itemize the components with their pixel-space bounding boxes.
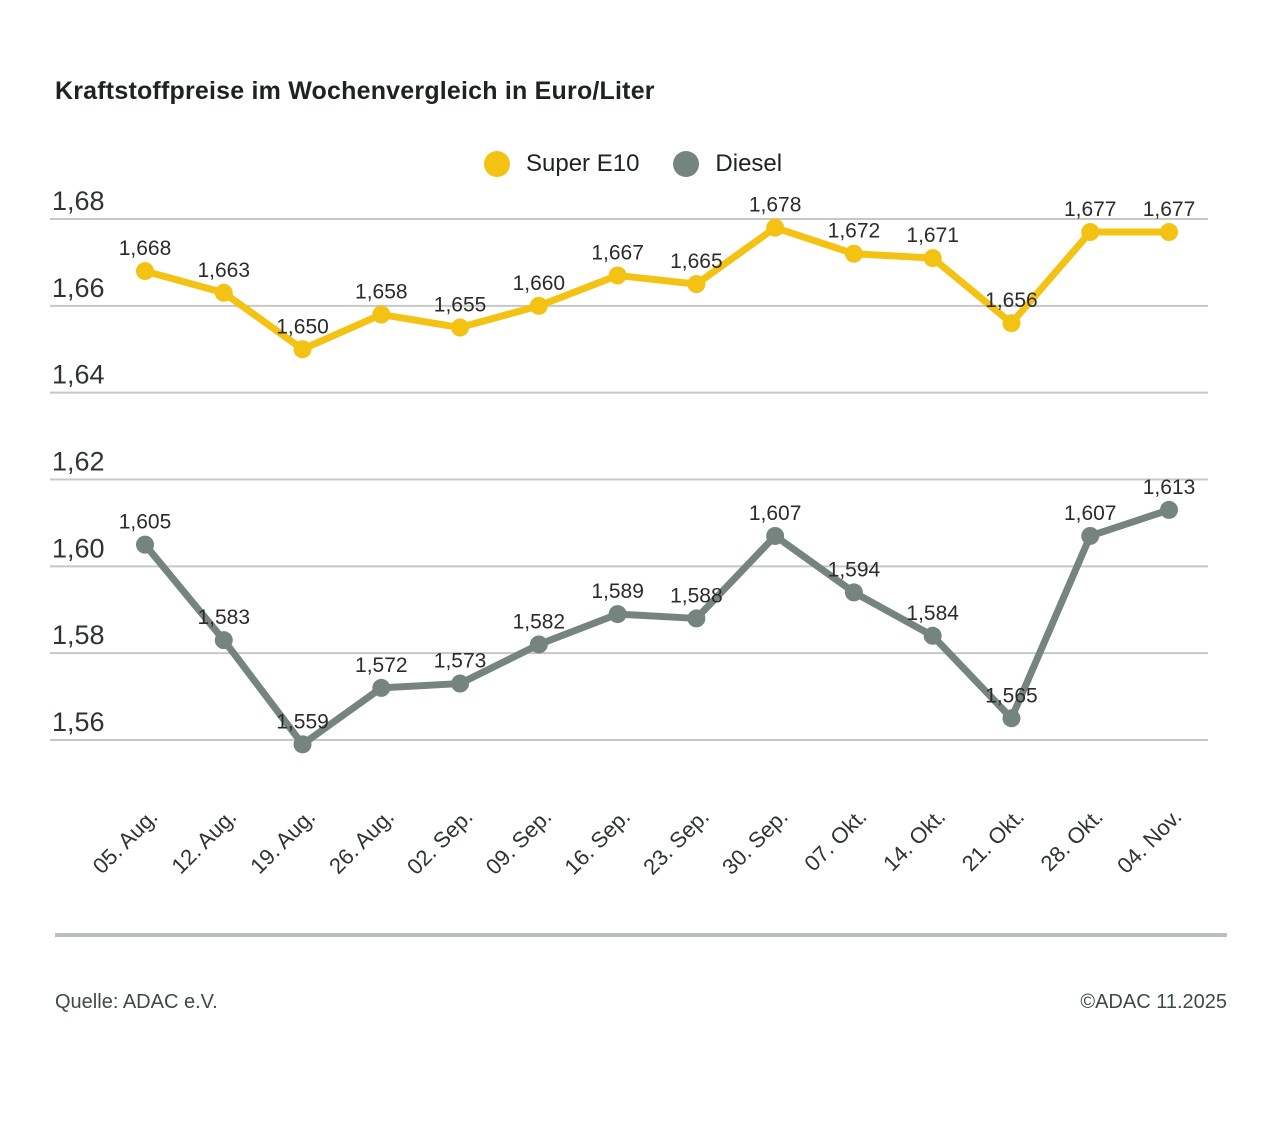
data-point-super-e10 (687, 275, 706, 294)
data-point-label: 1,663 (197, 259, 250, 282)
series-line-diesel (141, 506, 1173, 748)
x-tick-label: 14. Okt. (878, 804, 950, 876)
data-point-label: 1,677 (1143, 198, 1196, 221)
data-point-label: 1,650 (276, 315, 329, 338)
data-point-label: 1,588 (670, 584, 723, 607)
x-tick-label: 16. Sep. (560, 804, 636, 880)
data-point-super-e10 (608, 266, 627, 285)
data-point-diesel (923, 626, 942, 645)
x-tick-label: 28. Okt. (1036, 804, 1108, 876)
data-point-label: 1,583 (197, 606, 250, 629)
data-point-label: 1,668 (119, 237, 172, 260)
data-point-label: 1,677 (1064, 198, 1117, 221)
data-point-super-e10 (293, 340, 312, 359)
data-point-diesel (608, 605, 627, 624)
data-point-label: 1,584 (906, 602, 959, 625)
data-point-label: 1,660 (513, 272, 566, 295)
data-point-label: 1,573 (434, 650, 487, 673)
data-point-super-e10 (1081, 223, 1100, 242)
data-point-label: 1,667 (591, 241, 644, 264)
y-tick-label: 1,60 (52, 533, 105, 563)
legend-label-super-e10: Super E10 (526, 150, 640, 177)
y-tick-label: 1,68 (52, 186, 105, 216)
data-point-label: 1,672 (828, 220, 881, 243)
data-point-diesel (844, 583, 863, 602)
source-note: Quelle: ADAC e.V. (55, 991, 218, 1013)
x-tick-label: 30. Sep. (717, 804, 793, 880)
y-tick-label: 1,56 (52, 707, 105, 737)
data-point-super-e10 (529, 296, 548, 315)
data-point-label: 1,656 (985, 289, 1038, 312)
x-tick-label: 21. Okt. (957, 804, 1029, 876)
data-point-label: 1,658 (355, 281, 408, 304)
data-point-label: 1,671 (906, 224, 959, 247)
data-point-diesel (1081, 526, 1100, 545)
x-tick-label: 23. Sep. (638, 804, 714, 880)
x-tick-label: 19. Aug. (245, 804, 320, 879)
x-tick-label: 02. Sep. (402, 804, 478, 880)
diesel-dot-icon (673, 151, 700, 177)
data-point-super-e10 (451, 318, 470, 337)
x-tick-label: 09. Sep. (481, 804, 557, 880)
data-point-diesel (214, 631, 233, 650)
data-point-super-e10 (214, 283, 233, 302)
data-point-super-e10 (1002, 314, 1021, 333)
legend-item-super-e10: Super E10 (484, 150, 639, 178)
data-point-label: 1,655 (434, 294, 487, 317)
legend-label-diesel: Diesel (715, 150, 783, 177)
data-point-super-e10 (923, 249, 942, 268)
y-tick-label: 1,64 (52, 360, 105, 390)
data-point-super-e10 (844, 244, 863, 263)
footer-divider (55, 933, 1227, 937)
x-tick-label: 12. Aug. (167, 804, 242, 879)
data-point-diesel (1160, 500, 1178, 519)
data-point-label: 1,565 (985, 684, 1038, 707)
x-tick-label: 05. Aug. (88, 804, 163, 879)
data-point-label: 1,613 (1143, 476, 1196, 499)
chart-legend: Super E10 Diesel (484, 150, 798, 178)
data-point-label: 1,572 (355, 654, 408, 677)
data-point-diesel (766, 526, 785, 545)
data-point-label: 1,607 (749, 502, 802, 525)
data-point-label: 1,607 (1064, 502, 1117, 525)
data-point-label: 1,582 (513, 610, 566, 633)
data-point-diesel (451, 674, 470, 693)
data-point-diesel (1002, 709, 1021, 728)
copyright-note: ©ADAC 11.2025 (1080, 991, 1227, 1013)
data-point-diesel (293, 735, 312, 754)
data-point-diesel (529, 635, 548, 654)
data-point-diesel (372, 678, 391, 697)
y-tick-label: 1,58 (52, 620, 105, 650)
page-title: Kraftstoffpreise im Wochenvergleich in E… (55, 76, 655, 105)
data-point-label: 1,589 (591, 580, 644, 603)
data-point-label: 1,605 (119, 511, 172, 534)
series-line-super-e10 (141, 224, 1173, 353)
data-point-label: 1,678 (749, 194, 802, 217)
x-tick-label: 07. Okt. (799, 804, 871, 876)
legend-item-diesel: Diesel (673, 150, 782, 178)
x-tick-label: 26. Aug. (324, 804, 399, 879)
data-point-diesel (136, 535, 154, 554)
y-tick-label: 1,62 (52, 447, 105, 477)
data-point-diesel (687, 609, 706, 628)
data-point-label: 1,559 (276, 710, 329, 733)
data-point-super-e10 (766, 218, 785, 237)
y-tick-label: 1,66 (52, 273, 105, 303)
x-tick-label: 04. Nov. (1112, 804, 1186, 878)
super-e10-dot-icon (484, 151, 510, 177)
data-point-super-e10 (1160, 223, 1178, 242)
data-point-super-e10 (136, 262, 154, 281)
data-point-label: 1,665 (670, 250, 723, 273)
data-point-super-e10 (372, 305, 391, 324)
data-point-label: 1,594 (828, 558, 881, 581)
